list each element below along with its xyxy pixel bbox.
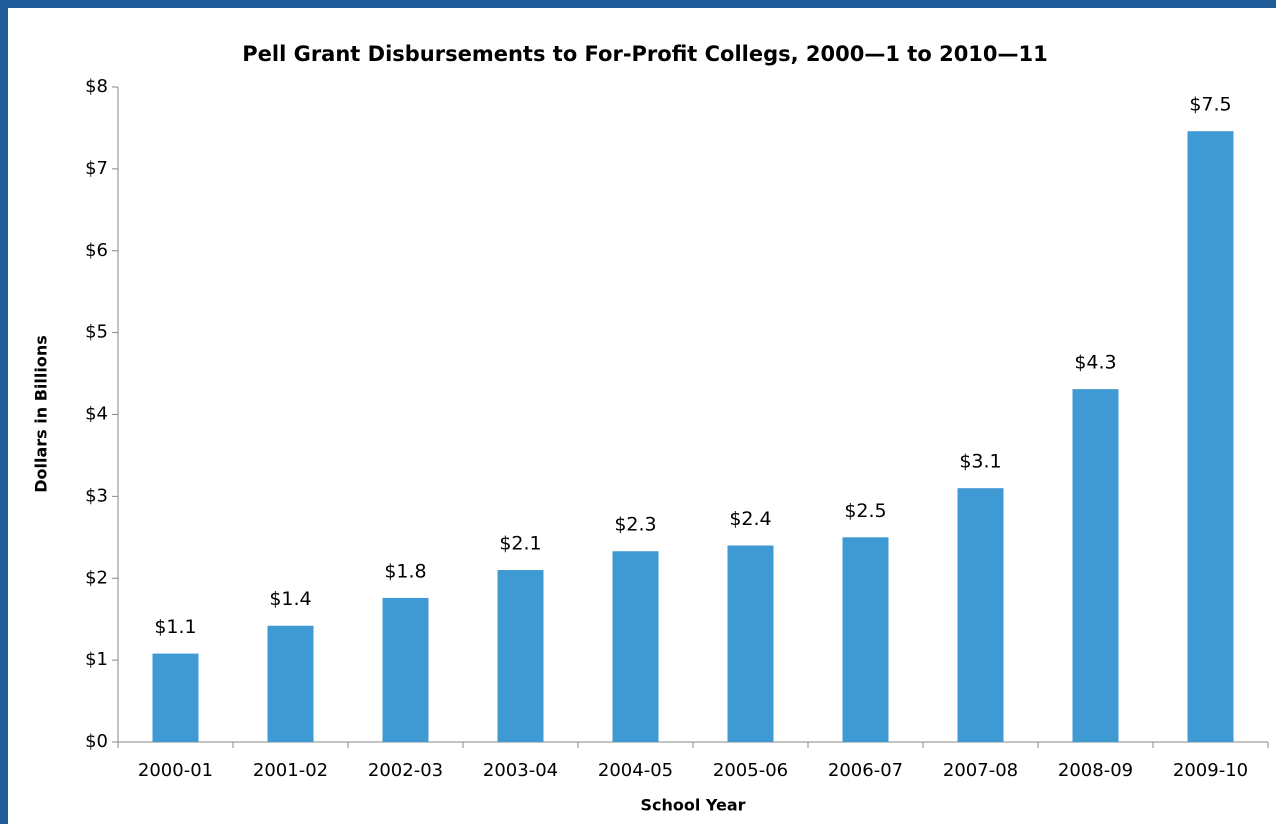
y-tick-label: $3 [85, 485, 108, 506]
value-label: $4.3 [1074, 352, 1116, 374]
value-label: $1.1 [154, 616, 196, 638]
x-tick-label: 2009-10 [1173, 760, 1248, 781]
frame-top [0, 0, 1276, 8]
x-tick-label: 2008-09 [1058, 760, 1133, 781]
y-tick-label: $4 [85, 404, 108, 425]
bar [1072, 389, 1119, 742]
y-tick-label: $1 [85, 649, 108, 670]
y-tick-label: $2 [85, 567, 108, 588]
bar [382, 597, 429, 742]
bar [612, 551, 659, 742]
bar [497, 570, 544, 742]
bar [1187, 131, 1234, 742]
x-tick-label: 2000-01 [138, 760, 213, 781]
value-label: $2.3 [614, 514, 656, 536]
y-tick-label: $6 [85, 240, 108, 261]
bar [727, 545, 774, 742]
bar [842, 537, 889, 742]
value-label: $1.8 [384, 560, 426, 582]
x-tick-label: 2006-07 [828, 760, 903, 781]
x-tick-label: 2005-06 [713, 760, 788, 781]
value-label: $3.1 [959, 451, 1001, 473]
chart-title: Pell Grant Disbursements to For-Profit C… [242, 42, 1048, 66]
x-tick-label: 2001-02 [253, 760, 328, 781]
value-label: $2.1 [499, 533, 541, 555]
x-tick-label: 2007-08 [943, 760, 1018, 781]
bar [267, 625, 314, 742]
value-label: $1.4 [269, 588, 311, 610]
y-axis-label: Dollars in Billions [32, 335, 51, 493]
x-tick-label: 2002-03 [368, 760, 443, 781]
bar [152, 653, 199, 742]
value-label: $2.4 [729, 508, 771, 530]
value-label: $2.5 [844, 500, 886, 522]
y-tick-label: $7 [85, 158, 108, 179]
frame-left [0, 0, 8, 824]
x-tick-label: 2004-05 [598, 760, 673, 781]
y-tick-label: $5 [85, 322, 108, 343]
x-axis-label: School Year [640, 796, 745, 815]
bar [957, 488, 1004, 742]
y-tick-label: $8 [85, 76, 108, 97]
y-tick-label: $0 [85, 731, 108, 752]
x-tick-label: 2003-04 [483, 760, 558, 781]
value-label: $7.5 [1189, 94, 1231, 116]
